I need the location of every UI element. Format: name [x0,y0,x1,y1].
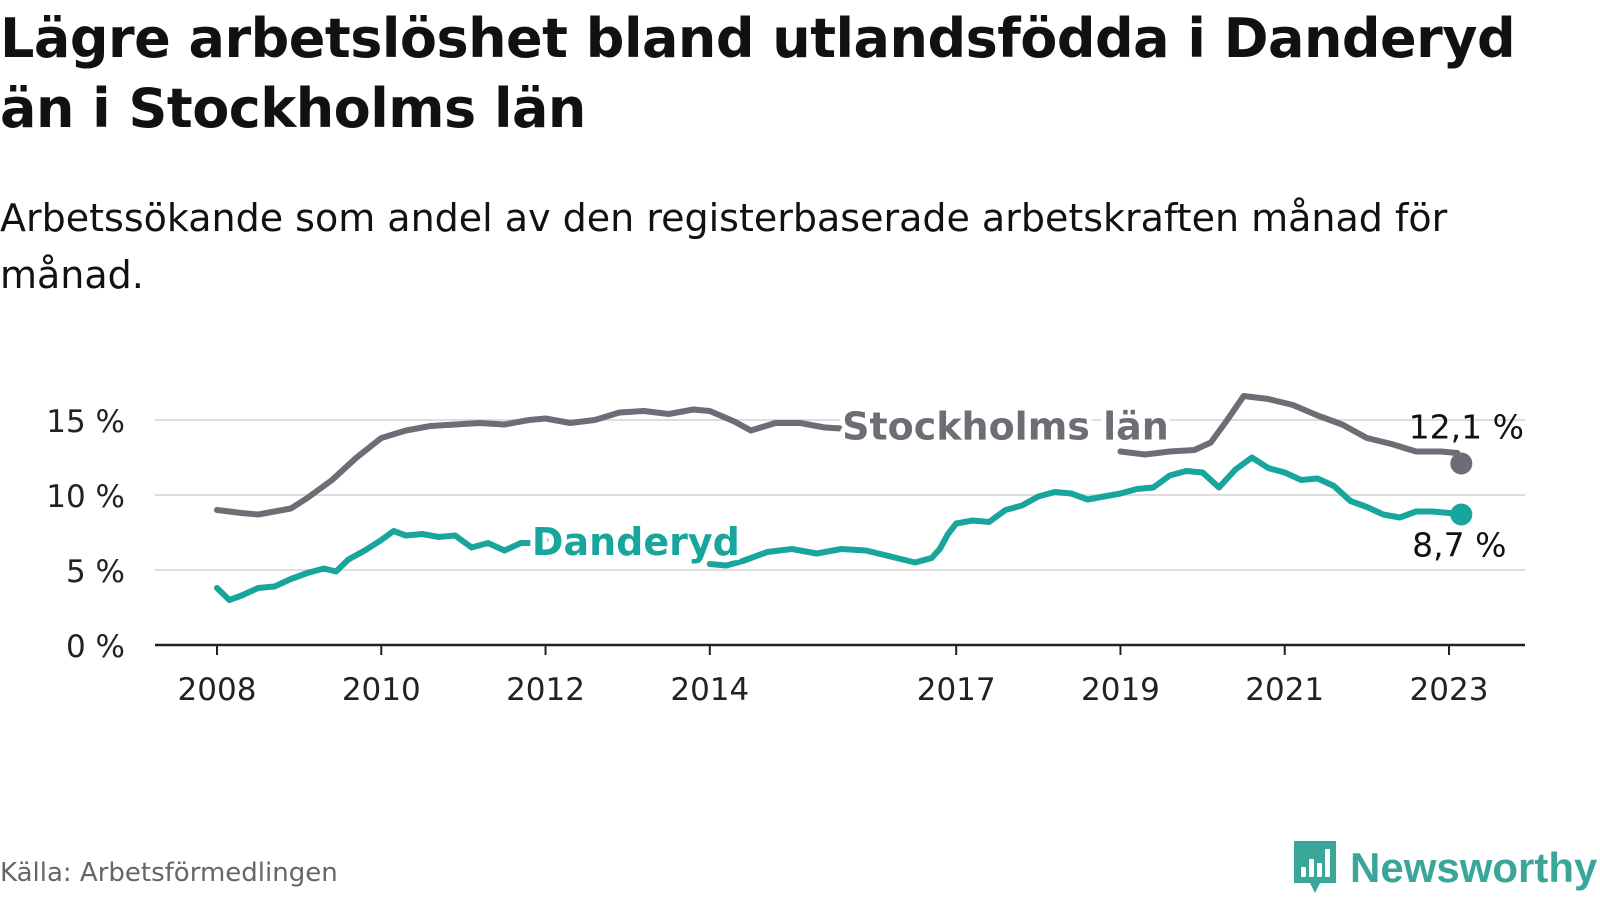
y-tick-label: 5 % [66,554,125,590]
x-tick-label: 2010 [342,672,421,708]
brand-name: Newsworthy [1350,844,1598,891]
x-tick-label: 2008 [178,672,257,708]
series-label-danderyd: Danderyd [532,520,740,564]
chart-subtitle: Arbetssökande som andel av den registerb… [0,196,1448,297]
brand-logo: Newsworthy [1290,838,1597,898]
x-tick-label: 2017 [917,672,996,708]
x-axis: 2008 2010 2012 2014 2017 2019 2021 2023 [155,643,1525,708]
series-lines [214,393,1473,603]
end-value-label: 8,7 % [1412,526,1506,565]
end-point [1450,452,1473,475]
y-tick-label: 10 % [46,479,125,515]
end-point [1450,503,1473,526]
x-tick-label: 2014 [670,672,749,708]
y-tick-label: 15 % [46,404,125,440]
series-labels: 12,1 % 8,7 % Stockholms län Danderyd [527,400,1524,570]
series-label-stockholms-l-n: Stockholms län [842,405,1169,449]
grid-lines: 0 % 5 % 10 % 15 % [46,404,1525,665]
chart-title: Lägre arbetslöshet bland utlandsfödda i … [0,7,1516,140]
newsworthy-logo-icon [1294,841,1336,893]
x-tick-label: 2021 [1245,672,1324,708]
y-tick-label: 0 % [66,629,125,665]
x-tick-label: 2019 [1081,672,1160,708]
x-tick-label: 2023 [1410,672,1489,708]
series-line-danderyd [214,454,1465,603]
end-value-label: 12,1 % [1409,408,1524,447]
x-tick-label: 2012 [506,672,585,708]
source-note: Källa: Arbetsförmedlingen [0,858,338,888]
series-line-stockholms-l-n [214,393,1465,518]
